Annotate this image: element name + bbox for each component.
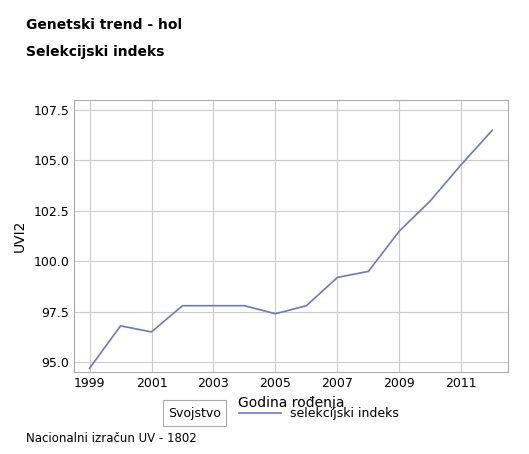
FancyBboxPatch shape <box>163 400 226 426</box>
X-axis label: Godina rođenja: Godina rođenja <box>238 396 344 410</box>
Text: Nacionalni izračun UV - 1802: Nacionalni izračun UV - 1802 <box>26 432 197 445</box>
Y-axis label: UVI2: UVI2 <box>12 220 26 252</box>
Text: Svojstvo: Svojstvo <box>168 407 221 419</box>
Text: Genetski trend - hol: Genetski trend - hol <box>26 18 183 32</box>
Text: Selekcijski indeks: Selekcijski indeks <box>26 45 165 59</box>
Text: selekcijski indeks: selekcijski indeks <box>290 407 399 419</box>
